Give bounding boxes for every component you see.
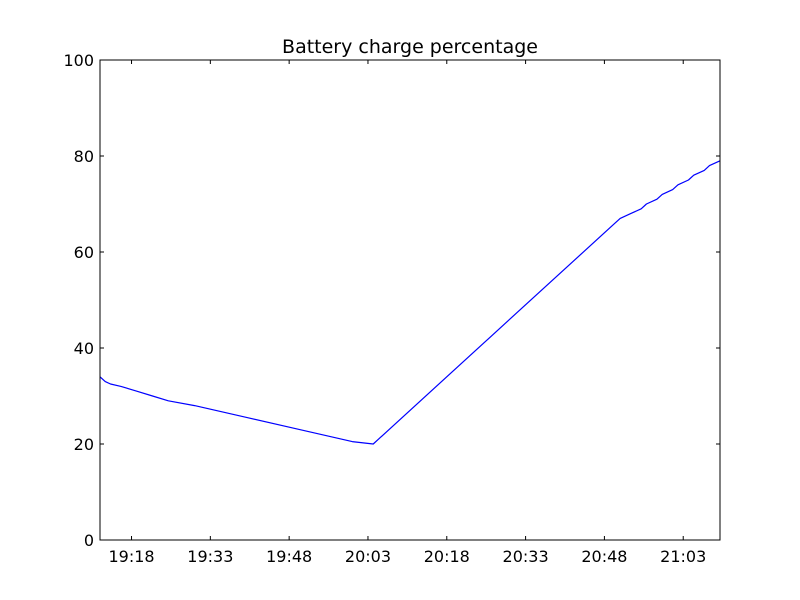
x-tick-label: 19:18: [108, 547, 154, 566]
x-tick-label: 20:03: [345, 547, 391, 566]
x-tick-label: 20:33: [503, 547, 549, 566]
x-tick-label: 19:48: [266, 547, 312, 566]
x-tick-label: 20:18: [424, 547, 470, 566]
x-tick-label: 21:03: [660, 547, 706, 566]
y-tick-label: 40: [74, 339, 94, 358]
x-tick-label: 20:48: [581, 547, 627, 566]
axis-ticks: 0 20 40 60 80 100 19:18 19:33 19:48 20:03 20:18 20:…: [63, 51, 720, 566]
plot-frame: [99, 59, 721, 541]
chart-title: Battery charge percentage: [282, 36, 538, 58]
series-line: [99, 160, 721, 445]
y-tick-label: 80: [74, 147, 94, 166]
x-tick-label: 19:33: [187, 547, 233, 566]
y-tick-label: 0: [84, 531, 94, 550]
series-layer: [99, 160, 721, 445]
y-tick-label: 100: [63, 51, 94, 70]
y-tick-label: 20: [74, 435, 94, 454]
y-tick-label: 60: [74, 243, 94, 262]
